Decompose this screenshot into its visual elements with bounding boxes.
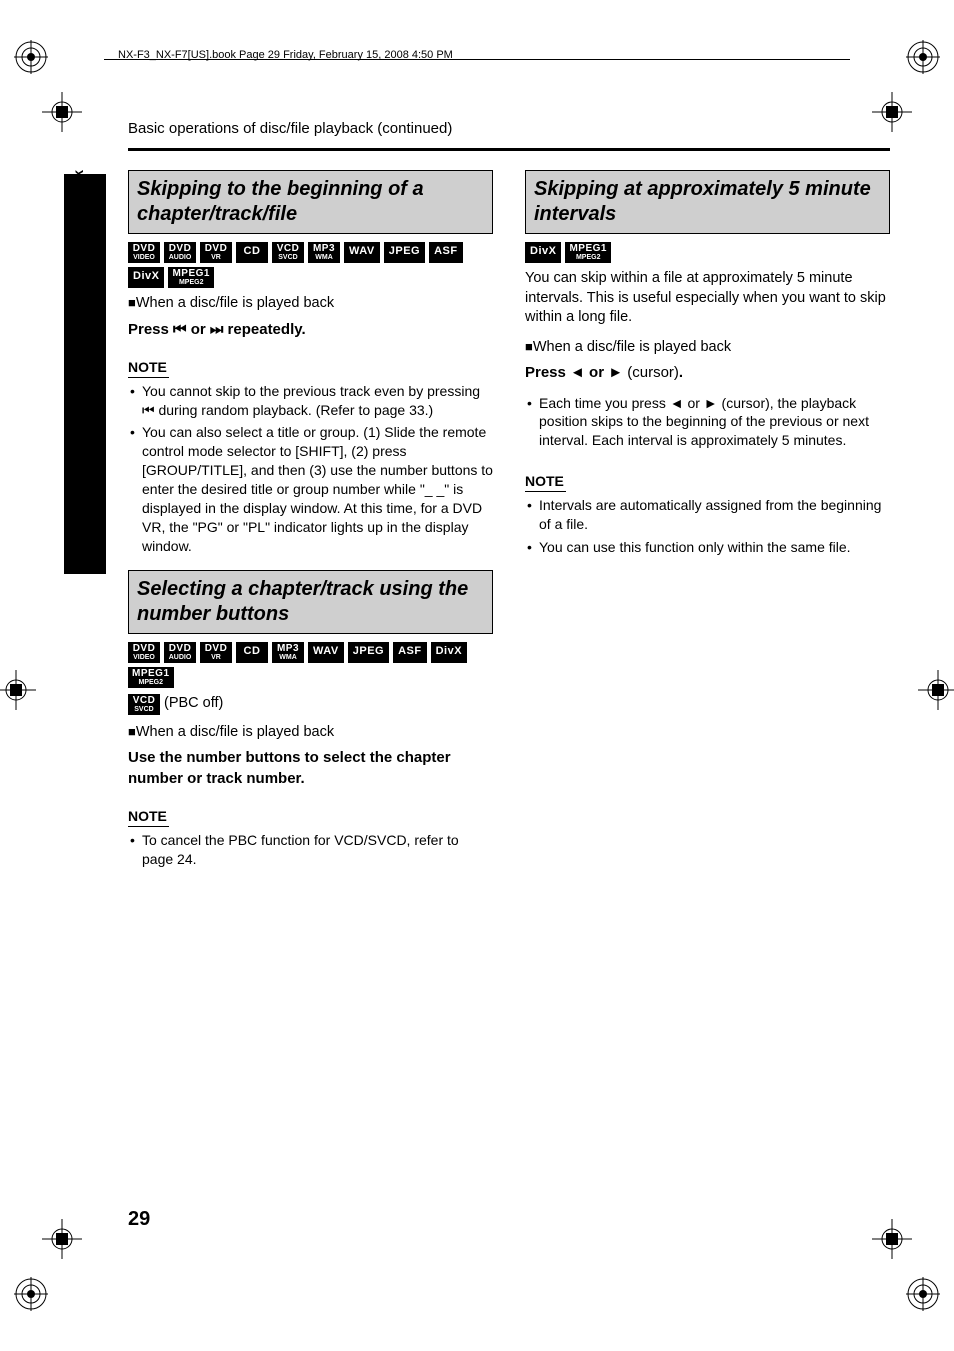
format-badge: MPEG1MPEG2	[168, 267, 214, 288]
condition-1-text: When a disc/file is played back	[136, 295, 334, 311]
format-badge: DVDVR	[200, 642, 232, 663]
note-list-1: You cannot skip to the previous track ev…	[128, 382, 493, 556]
format-badge: MPEG1MPEG2	[565, 242, 611, 263]
list-item: Each time you press ◄ or ► (cursor), the…	[525, 394, 890, 451]
format-badges-3: DivXMPEG1MPEG2	[525, 242, 890, 263]
press-instruction-2: Press ◄ or ► (cursor).	[525, 363, 890, 383]
running-header: NX-F3_NX-F7[US].book Page 29 Friday, Feb…	[118, 49, 453, 61]
vcd-svcd-badge: VCDSVCD	[128, 694, 160, 715]
format-badge: JPEG	[348, 642, 389, 663]
left-column: Skipping to the beginning of a chapter/t…	[128, 170, 493, 882]
press-suffix: .	[679, 364, 683, 381]
list-item: Intervals are automatically assigned fro…	[525, 496, 890, 534]
pbc-off-text: (PBC off)	[164, 694, 223, 714]
heading-select-number: Selecting a chapter/track using the numb…	[128, 570, 493, 634]
note-list-2: To cancel the PBC function for VCD/SVCD,…	[128, 831, 493, 869]
crop-mark-ml	[0, 670, 36, 710]
register-mark-bl	[14, 1277, 48, 1311]
format-badges-2: DVDVIDEODVDAUDIODVDVRCDMP3WMAWAVJPEGASFD…	[128, 642, 493, 688]
format-badge: VCDSVCD	[272, 242, 304, 263]
format-badge: MP3WMA	[272, 642, 304, 663]
format-badge: MP3WMA	[308, 242, 340, 263]
format-badge: DVDVIDEO	[128, 642, 160, 663]
list-item: You can use this function only within th…	[525, 538, 890, 557]
side-label: Basic operations of disc/file playback	[70, 170, 86, 470]
format-badge: DivX	[128, 267, 164, 288]
page-number: 29	[128, 1208, 150, 1231]
format-badge: CD	[236, 642, 268, 663]
format-badge: WAV	[308, 642, 344, 663]
format-badge: ASF	[429, 242, 463, 263]
format-badge: DVDAUDIO	[164, 242, 196, 263]
condition-2: ■When a disc/file is played back	[128, 723, 493, 743]
format-badges-1: DVDVIDEODVDAUDIODVDVRCDVCDSVCDMP3WMAWAVJ…	[128, 242, 493, 288]
note-heading-3: NOTE	[525, 472, 566, 492]
format-badge: ASF	[393, 642, 427, 663]
format-badge: JPEG	[384, 242, 425, 263]
register-mark-tl	[14, 40, 48, 74]
section-title: Basic operations of disc/file playback (…	[128, 120, 452, 137]
note-list-3: Intervals are automatically assigned fro…	[525, 496, 890, 557]
crop-mark-mr	[918, 670, 954, 710]
format-badge: DVDAUDIO	[164, 642, 196, 663]
press-instruction-1: Press ⏮ or ⏭ repeatedly.	[128, 320, 493, 340]
format-badge: MPEG1MPEG2	[128, 667, 174, 688]
heading-skip-5min: Skipping at approximately 5 minute inter…	[525, 170, 890, 234]
press-cursor: (cursor)	[627, 364, 679, 381]
register-mark-tr	[906, 40, 940, 74]
list-item: You cannot skip to the previous track ev…	[128, 382, 493, 420]
list-item: To cancel the PBC function for VCD/SVCD,…	[128, 831, 493, 869]
list-item: You can also select a title or group. (1…	[128, 423, 493, 555]
bullet-list-right: Each time you press ◄ or ► (cursor), the…	[525, 394, 890, 451]
condition-1: ■When a disc/file is played back	[128, 294, 493, 314]
register-mark-br	[906, 1277, 940, 1311]
press-prefix: Press ◄ or ►	[525, 364, 627, 381]
note-heading-2: NOTE	[128, 807, 169, 827]
format-badge: CD	[236, 242, 268, 263]
use-instruction: Use the number buttons to select the cha…	[128, 748, 493, 789]
page-content: Basic operations of disc/file playback B…	[64, 120, 890, 1231]
right-column: Skipping at approximately 5 minute inter…	[525, 170, 890, 882]
pbc-line: VCDSVCD (PBC off)	[128, 694, 493, 715]
heading-skip-beginning: Skipping to the beginning of a chapter/t…	[128, 170, 493, 234]
format-badge: DivX	[525, 242, 561, 263]
condition-3-text: When a disc/file is played back	[533, 339, 731, 355]
note-heading-1: NOTE	[128, 358, 169, 378]
section-rule	[128, 148, 890, 151]
format-badge: WAV	[344, 242, 380, 263]
format-badge: DivX	[431, 642, 467, 663]
format-badge: DVDVIDEO	[128, 242, 160, 263]
condition-3: ■When a disc/file is played back	[525, 338, 890, 358]
lead-text: You can skip within a file at approximat…	[525, 269, 890, 328]
condition-2-text: When a disc/file is played back	[136, 724, 334, 740]
format-badge: DVDVR	[200, 242, 232, 263]
